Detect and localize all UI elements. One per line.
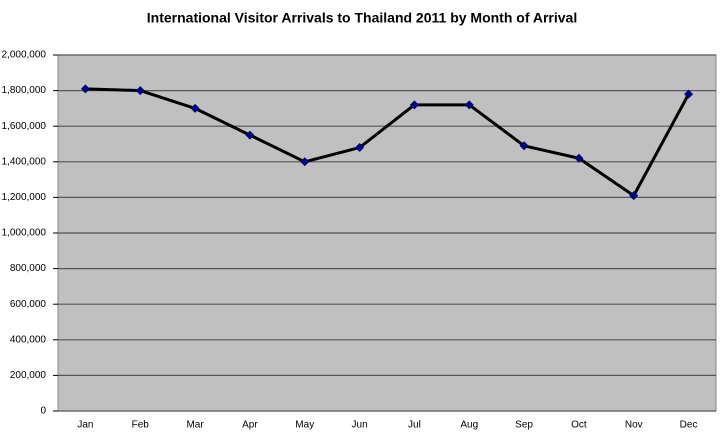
marker	[574, 153, 584, 163]
marker	[629, 191, 639, 201]
x-tick-label: Apr	[242, 420, 258, 431]
x-tick-label: May	[295, 420, 314, 431]
x-tick-label: Aug	[460, 420, 478, 431]
y-tick-label: 1,200,000	[2, 192, 47, 203]
marker	[409, 100, 419, 110]
marker	[300, 157, 310, 167]
x-tick-label: Jul	[408, 420, 421, 431]
marker	[80, 84, 90, 94]
x-tick-label: Nov	[625, 420, 643, 431]
marker	[519, 141, 529, 151]
x-tick-label: Jan	[77, 420, 93, 431]
y-tick-label: 200,000	[10, 370, 47, 381]
y-tick-label: 1,000,000	[2, 228, 47, 239]
marker	[135, 86, 145, 96]
x-tick-label: Jun	[352, 420, 368, 431]
series-line	[85, 87, 690, 198]
chart-title: International Visitor Arrivals to Thaila…	[147, 10, 577, 26]
y-tick-label: 1,600,000	[2, 121, 47, 132]
marker	[190, 103, 200, 113]
y-tick-label: 400,000	[10, 334, 47, 345]
marker	[464, 100, 474, 110]
y-tick-label: 1,400,000	[2, 156, 47, 167]
y-tick-label: 600,000	[10, 299, 47, 310]
marker	[355, 143, 365, 153]
y-tick-label: 1,800,000	[2, 85, 47, 96]
x-tick-label: Oct	[571, 420, 587, 431]
y-tick-label: 0	[40, 406, 46, 417]
x-tick-label: Feb	[132, 420, 150, 431]
y-tick-label: 800,000	[10, 263, 47, 274]
x-tick-label: Sep	[515, 420, 533, 431]
y-tick-label: 2,000,000	[2, 50, 47, 61]
x-tick-label: Mar	[186, 420, 204, 431]
x-tick-label: Dec	[680, 420, 698, 431]
marker	[684, 89, 694, 99]
marker	[245, 130, 255, 140]
